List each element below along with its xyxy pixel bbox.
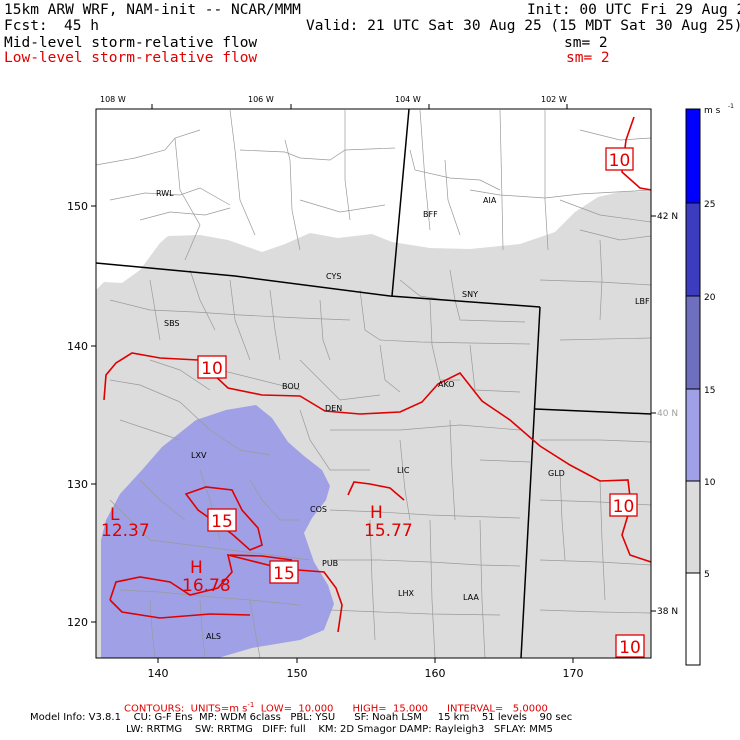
station-label: LHX: [398, 589, 414, 598]
contour-units: CONTOURS: UNITS=m s: [124, 703, 248, 715]
station-label: ALS: [206, 632, 221, 641]
grid-col-label: 140: [148, 667, 169, 680]
colorbar-swatch: [685, 480, 701, 574]
extremum-value: 12.37: [101, 521, 150, 541]
contour-10-north: [103, 352, 651, 563]
colorbar-tick: 25: [704, 200, 715, 210]
longitude-label: 108 W: [100, 95, 126, 104]
field1-smooth: sm= 2: [564, 35, 608, 51]
field2-name: Low-level storm-relative flow: [4, 50, 258, 66]
contour-15-south: [109, 553, 343, 633]
station-label: COS: [310, 505, 327, 514]
contour-label: 10: [201, 359, 223, 379]
extremum-type: H: [190, 558, 203, 578]
longitude-label: 102 W: [541, 95, 567, 104]
longitude-label: 106 W: [248, 95, 274, 104]
valid-time: Valid: 21 UTC Sat 30 Aug 25 (15 MDT Sat …: [306, 18, 740, 34]
county-lines: [96, 109, 651, 658]
contour-10-ne: [621, 116, 651, 191]
latitude-label: 42 N: [657, 212, 678, 222]
station-label: PUB: [322, 559, 338, 568]
station-label: LXV: [191, 451, 207, 460]
colorbar-unit-exponent: -1: [728, 103, 734, 110]
colorbar-swatch: [685, 108, 701, 204]
station-label: AKO: [438, 380, 455, 389]
state-borders: [96, 109, 651, 658]
colorbar-swatch: [685, 295, 701, 390]
contour-label-boxes: [197, 147, 645, 658]
field1-name: Mid-level storm-relative flow: [4, 35, 258, 51]
grid-row-label: 120: [67, 616, 88, 629]
grid-row-label: 150: [67, 200, 88, 213]
station-label: DEN: [325, 404, 342, 413]
axis-ticks: [91, 104, 656, 663]
latitude-label: 38 N: [657, 607, 678, 617]
contour-info: CONTOURS: UNITS=m s-1 LOW= 10.000 HIGH= …: [124, 699, 548, 715]
contour-label: 10: [613, 497, 635, 517]
colorbar-swatch: [685, 572, 701, 666]
contour-label: 15: [273, 564, 295, 584]
contour-15-sw: [109, 599, 251, 619]
colorbar-swatch: [685, 202, 701, 297]
init-time: Init: 00 UTC Fri 29 Aug 25: [527, 2, 740, 18]
colorbar-tick: 20: [704, 293, 716, 303]
colorbar-unit: m s: [704, 106, 721, 116]
contour-units-exponent: -1: [247, 701, 255, 709]
contour-levels: LOW= 10.000 HIGH= 15.000 INTERVAL= 5.000…: [254, 703, 548, 715]
station-label: LBF: [635, 297, 650, 306]
station-label: BFF: [423, 210, 438, 219]
model-info: Model Info: V3.8.1 CU: G-F Ens MP: WDM 6…: [30, 712, 573, 723]
station-label: BOU: [282, 382, 300, 391]
model-title: 15km ARW WRF, NAM-init -- NCAR/MMM: [4, 2, 301, 18]
station-label: AIA: [483, 196, 497, 205]
extremum-value: 16.78: [182, 576, 231, 596]
longitude-label: 104 W: [395, 95, 421, 104]
grid-col-label: 160: [425, 667, 446, 680]
grid-col-label: 150: [287, 667, 308, 680]
contour-15-pub: [229, 554, 293, 561]
grid-row-label: 140: [67, 340, 88, 353]
station-label: SBS: [164, 319, 180, 328]
station-label: LIC: [397, 466, 410, 475]
model-physics: LW: RRTMG SW: RRTMG DIFF: full KM: 2D Sm…: [126, 724, 553, 735]
forecast-hour: 45 h: [64, 18, 99, 34]
field2-smooth: sm= 2: [566, 50, 610, 66]
colorbar-swatch: [685, 388, 701, 482]
colorbar-tick: 15: [704, 386, 715, 396]
contour-label: 10: [619, 638, 641, 658]
station-label: CYS: [326, 272, 341, 281]
station-label: LAA: [463, 593, 479, 602]
grid-row-label: 130: [67, 478, 88, 491]
contour-15-east: [347, 481, 405, 501]
map-frame: [95, 108, 652, 659]
station-label: GLD: [548, 469, 565, 478]
extremum-value: 15.77: [364, 521, 413, 541]
colorbar-tick: 5: [704, 570, 710, 580]
extremum-type: H: [370, 503, 383, 523]
contours-low-level: [103, 116, 651, 633]
colorbar-tick: 10: [704, 478, 716, 488]
latitude-label: 40 N: [657, 409, 678, 419]
contour-label: 15: [211, 512, 233, 532]
contour-label: 10: [609, 151, 631, 171]
station-label: RWL: [156, 189, 174, 198]
extremum-type: L: [110, 505, 120, 525]
station-label: SNY: [462, 290, 478, 299]
forecast-label: Fcst:: [4, 18, 48, 34]
grid-col-label: 170: [563, 667, 584, 680]
colorbar: [685, 108, 701, 666]
